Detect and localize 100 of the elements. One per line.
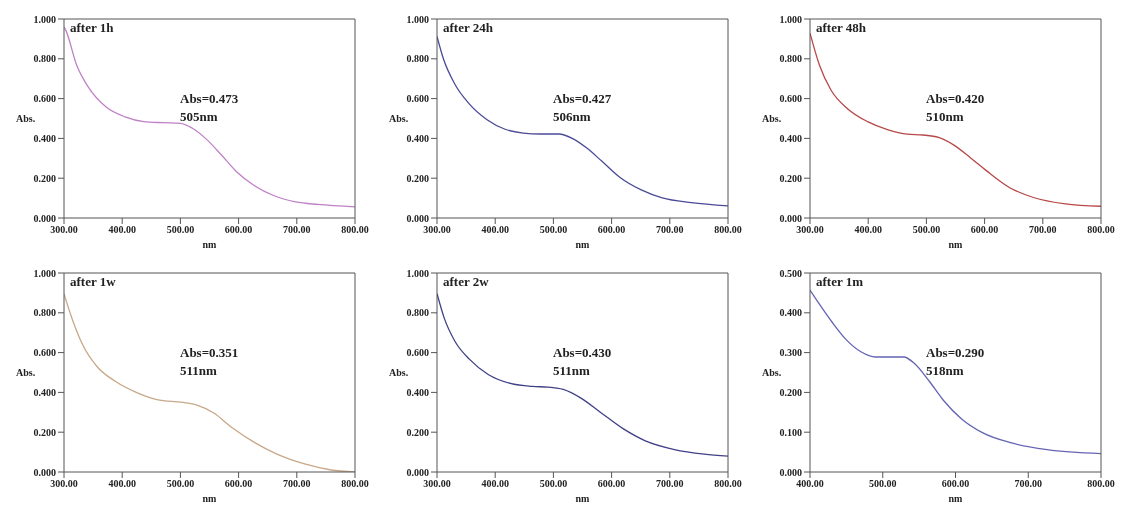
x-tick-label: 400.00 [796,478,824,490]
y-tick-label: 1.000 [406,267,429,279]
line-series [810,289,1101,455]
y-tick-label: 0.800 [406,307,429,319]
y-tick-label: 0.600 [33,347,56,359]
y-tick-label: 0.200 [779,386,802,398]
y-tick-label: 0.400 [406,132,429,144]
x-tick-label: 800.00 [1087,478,1115,490]
y-tick-label: 0.400 [779,132,802,144]
x-tick-label: 700.00 [656,478,684,490]
x-tick-label: 700.00 [656,224,684,236]
x-tick-label: 300.00 [796,224,824,236]
y-tick-label: 0.600 [779,93,802,105]
annotation: Abs=0.473 [180,90,239,108]
annotation: Abs=0.351 [180,344,239,362]
x-axis-title: nm [202,239,218,250]
y-tick-label: 0.800 [779,53,802,65]
y-tick-label: 0.000 [779,466,802,478]
x-tick-label: 800.00 [341,478,369,490]
x-tick-label: 600.00 [224,478,253,490]
y-tick-label: 0.600 [406,347,429,359]
y-tick-label: 0.000 [33,212,56,224]
chart-title: after 24h [443,20,493,36]
x-tick-label: 800.00 [1087,224,1115,236]
x-tick-label: 500.00 [166,224,195,236]
x-tick-label: 400.00 [854,224,882,236]
chart-title: after 2w [443,274,489,290]
x-tick-label: 500.00 [539,224,568,236]
x-tick-label: 300.00 [50,478,78,490]
y-tick-label: 0.000 [779,212,802,224]
y-tick-label: 0.600 [33,93,56,105]
x-tick-label: 700.00 [283,224,311,236]
x-axis-title: nm [948,239,964,250]
y-tick-label: 1.000 [779,13,802,25]
chart-title: after 1m [816,274,864,290]
y-tick-label: 1.000 [33,267,56,279]
x-axis-title: nm [575,239,591,250]
x-axis-title: nm [948,493,964,504]
x-tick-label: 700.00 [1029,224,1057,236]
y-tick-label: 0.200 [779,172,802,184]
x-tick-label: 400.00 [481,224,509,236]
x-tick-label: 300.00 [423,478,451,490]
x-tick-label: 600.00 [970,224,999,236]
y-tick-label: 0.000 [406,212,429,224]
y-tick-label: 0.600 [406,93,429,105]
y-axis-title: Abs. [16,113,36,125]
x-axis-title: nm [575,493,591,504]
y-axis-title: Abs. [389,367,409,379]
chart-title: after 1w [70,274,116,290]
y-tick-label: 1.000 [33,13,56,25]
y-tick-label: 0.800 [406,53,429,65]
y-axis-title: Abs. [762,367,782,379]
x-tick-label: 500.00 [869,478,897,490]
x-tick-label: 800.00 [714,224,742,236]
x-tick-label: 800.00 [341,224,369,236]
x-tick-label: 600.00 [597,478,626,490]
y-tick-label: 1.000 [406,13,429,25]
annotation: 506nm [553,108,592,126]
x-tick-label: 600.00 [941,478,970,490]
x-tick-label: 500.00 [912,224,941,236]
y-tick-label: 0.300 [779,347,802,359]
chart-title: after 48h [816,20,866,36]
x-tick-label: 400.00 [108,224,136,236]
annotation: Abs=0.420 [926,90,985,108]
y-tick-label: 0.400 [33,132,56,144]
annotation: Abs=0.290 [926,344,985,362]
annotation: 518nm [926,362,965,380]
annotation: Abs=0.430 [553,344,612,362]
y-tick-label: 0.400 [406,386,429,398]
annotation: 510nm [926,108,965,126]
y-tick-label: 0.500 [779,267,802,279]
x-tick-label: 700.00 [1014,478,1042,490]
annotation: 511nm [553,362,591,380]
y-axis-title: Abs. [389,113,409,125]
x-tick-label: 300.00 [50,224,78,236]
x-tick-label: 800.00 [714,478,742,490]
x-tick-label: 700.00 [283,478,311,490]
x-tick-label: 600.00 [224,224,253,236]
y-axis-title: Abs. [762,113,782,125]
y-tick-label: 0.400 [779,307,802,319]
y-tick-label: 0.800 [33,53,56,65]
x-axis-title: nm [202,493,218,504]
x-tick-label: 400.00 [108,478,136,490]
annotation: 511nm [180,362,218,380]
x-tick-label: 500.00 [539,478,568,490]
y-tick-label: 0.000 [33,466,56,478]
y-tick-label: 0.200 [406,172,429,184]
annotation: 505nm [180,108,219,126]
annotation: Abs=0.427 [553,90,612,108]
y-tick-label: 0.200 [33,426,56,438]
chart-title: after 1h [70,20,114,36]
x-tick-label: 600.00 [597,224,626,236]
x-tick-label: 500.00 [166,478,195,490]
y-tick-label: 0.200 [33,172,56,184]
y-tick-label: 0.400 [33,386,56,398]
x-tick-label: 400.00 [481,478,509,490]
y-tick-label: 0.200 [406,426,429,438]
y-tick-label: 0.100 [779,426,802,438]
y-tick-label: 0.000 [406,466,429,478]
x-tick-label: 300.00 [423,224,451,236]
